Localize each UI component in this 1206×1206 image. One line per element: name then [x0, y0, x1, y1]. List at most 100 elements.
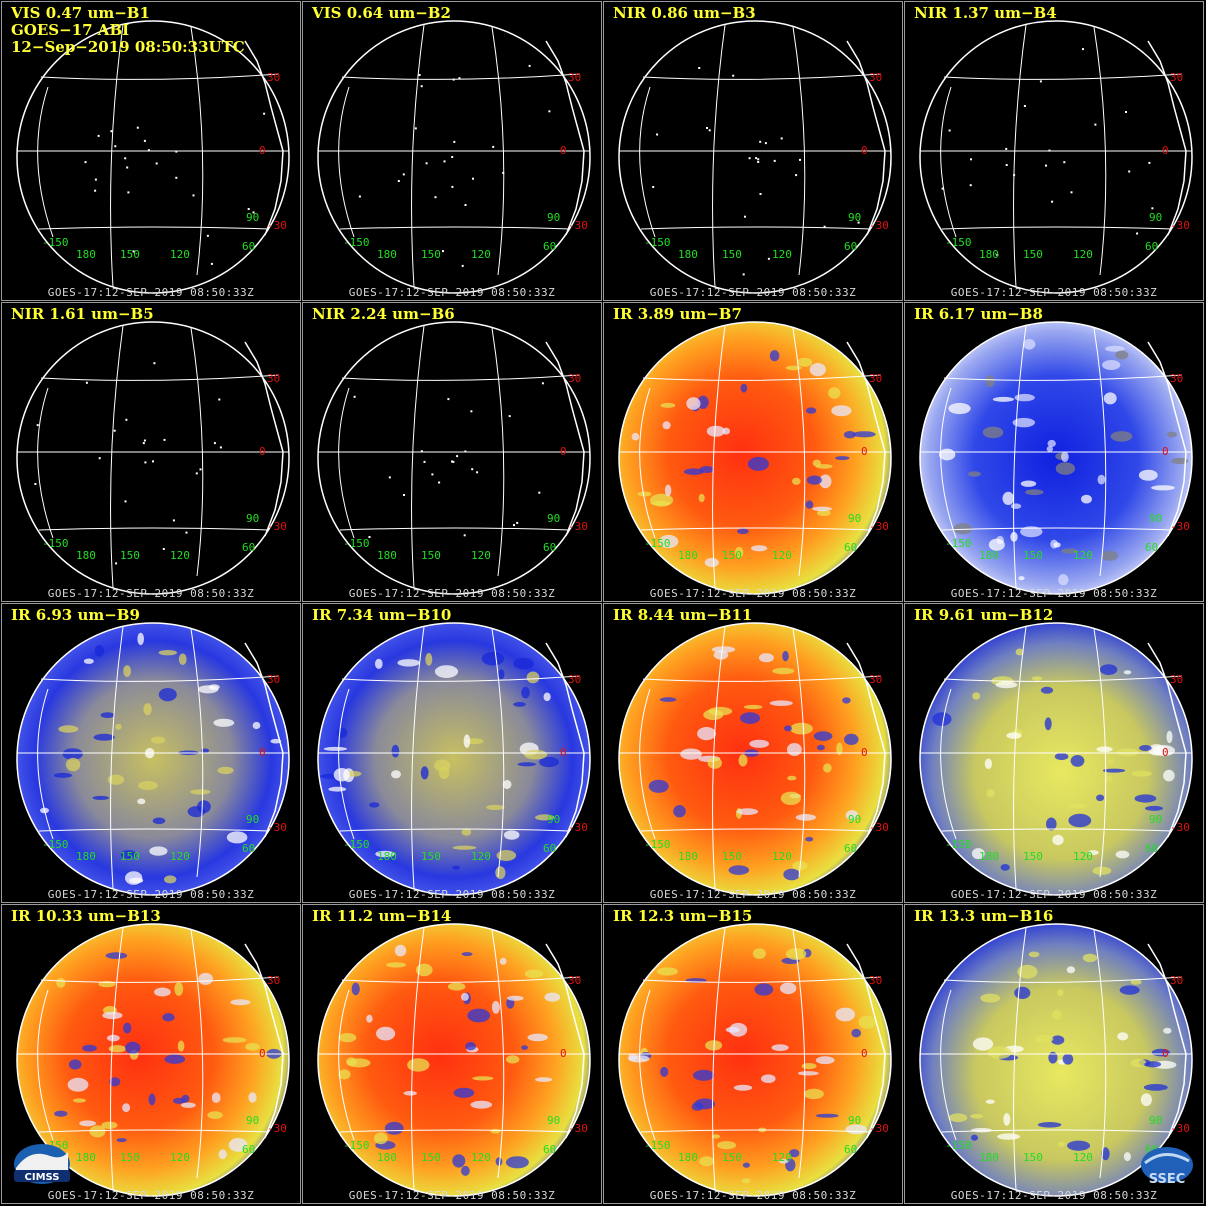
band-panel: 30 0 -30 -150 180 150 120 60 90 IR 6.17 um−B8 GOES… — [904, 302, 1204, 602]
panel-timestamp: GOES-17:12-SEP-2019 08:50:33Z — [950, 587, 1158, 600]
band-title: NIR 0.86 um−B3 — [613, 4, 756, 22]
band-title: IR 6.17 um−B8 — [914, 305, 1043, 323]
latitude-label: 30 — [1170, 71, 1183, 84]
band-title: IR 12.3 um−B15 — [613, 907, 753, 925]
longitude-label: 180 — [377, 549, 397, 562]
latitude-label: 0 — [560, 445, 567, 458]
earth-disk-image: 30 0 -30 -150 180 150 120 60 90 — [919, 321, 1193, 595]
longitude-label: -150 — [945, 537, 972, 550]
band-title: NIR 1.37 um−B4 — [914, 4, 1057, 22]
longitude-label: 150 — [722, 1151, 742, 1164]
latitude-label: 30 — [267, 974, 280, 987]
longitude-label: 150 — [120, 1151, 140, 1164]
longitude-label: 60 — [543, 1143, 556, 1156]
band-panel: 30 0 -30 -150 180 150 120 60 90 IR 6.93 um−B9 GOES… — [1, 603, 301, 903]
band-title: IR 3.89 um−B7 — [613, 305, 742, 323]
longitude-label: 120 — [471, 248, 491, 261]
longitude-label: 90 — [848, 1114, 861, 1127]
earth-disk-image: 30 0 -30 -150 180 150 120 60 90 — [919, 20, 1193, 294]
latitude-label: -30 — [568, 520, 588, 533]
longitude-label: 180 — [678, 850, 698, 863]
longitude-label: 150 — [421, 850, 441, 863]
earth-disk-image: 30 0 -30 -150 180 150 120 60 90 — [919, 622, 1193, 896]
band-title: VIS 0.47 um−B1 — [11, 4, 150, 22]
longitude-label: 90 — [1149, 1114, 1162, 1127]
latitude-label: 0 — [259, 746, 266, 759]
longitude-label: 180 — [678, 1151, 698, 1164]
satellite-instrument-label: GOES−17 ABI — [11, 21, 130, 39]
earth-disk-image: 30 0 -30 -150 180 150 120 60 90 — [317, 321, 591, 595]
latitude-label: -30 — [267, 219, 287, 232]
longitude-label: 150 — [120, 248, 140, 261]
longitude-label: 180 — [377, 248, 397, 261]
longitude-label: 180 — [979, 248, 999, 261]
latitude-label: 0 — [560, 1047, 567, 1060]
band-title: IR 6.93 um−B9 — [11, 606, 140, 624]
longitude-label: -150 — [343, 838, 370, 851]
longitude-label: 90 — [246, 211, 259, 224]
longitude-label: -150 — [644, 1139, 671, 1152]
band-panel: 30 0 -30 -150 180 150 120 60 90 IR 12.3 um−B15 GOE… — [603, 904, 903, 1204]
longitude-label: 180 — [377, 1151, 397, 1164]
longitude-label: 180 — [377, 850, 397, 863]
longitude-label: 150 — [1023, 248, 1043, 261]
latitude-label: 30 — [869, 974, 882, 987]
longitude-label: 90 — [547, 813, 560, 826]
longitude-label: 180 — [979, 1151, 999, 1164]
panel-timestamp: GOES-17:12-SEP-2019 08:50:33Z — [649, 1189, 857, 1202]
band-panel: 30 0 -30 -150 180 150 120 60 90 NIR 1.61 um−B5 GOE… — [1, 302, 301, 602]
band-panel: 30 0 -30 -150 180 150 120 60 90 VIS 0.47 um−B1 GOE… — [1, 1, 301, 301]
longitude-label: 90 — [547, 512, 560, 525]
longitude-label: 60 — [1145, 240, 1158, 253]
latitude-label: 30 — [267, 71, 280, 84]
band-panel: 30 0 -30 -150 180 150 120 60 90 IR 11.2 um−B14 GOE… — [302, 904, 602, 1204]
longitude-label: 120 — [772, 1151, 792, 1164]
longitude-label: 90 — [246, 813, 259, 826]
longitude-label: 60 — [242, 1143, 255, 1156]
longitude-label: 60 — [844, 541, 857, 554]
latitude-label: 30 — [568, 974, 581, 987]
longitude-label: 90 — [246, 512, 259, 525]
latitude-label: -30 — [869, 520, 889, 533]
longitude-label: 120 — [170, 248, 190, 261]
cimss-logo-text: CIMSS — [25, 1172, 60, 1183]
latitude-label: 0 — [560, 746, 567, 759]
longitude-label: -150 — [42, 838, 69, 851]
longitude-label: 150 — [722, 248, 742, 261]
longitude-label: 90 — [1149, 813, 1162, 826]
longitude-label: -150 — [343, 1139, 370, 1152]
longitude-label: -150 — [945, 838, 972, 851]
longitude-label: 180 — [678, 248, 698, 261]
longitude-label: 120 — [772, 549, 792, 562]
latitude-label: -30 — [267, 520, 287, 533]
band-panel: 30 0 -30 -150 180 150 120 60 90 IR 9.61 um−B12 GOE… — [904, 603, 1204, 903]
longitude-label: 90 — [848, 512, 861, 525]
latitude-label: 0 — [259, 144, 266, 157]
longitude-label: 90 — [547, 1114, 560, 1127]
longitude-label: -150 — [644, 236, 671, 249]
latitude-label: 0 — [1162, 1047, 1169, 1060]
latitude-label: 0 — [259, 1047, 266, 1060]
longitude-label: 180 — [76, 549, 96, 562]
longitude-label: 60 — [1145, 842, 1158, 855]
earth-disk-image: 30 0 -30 -150 180 150 120 60 90 — [16, 321, 290, 595]
band-title: IR 7.34 um−B10 — [312, 606, 452, 624]
latitude-label: -30 — [568, 821, 588, 834]
longitude-label: 120 — [1073, 1151, 1093, 1164]
earth-disk-image: 30 0 -30 -150 180 150 120 60 90 — [16, 622, 290, 896]
band-title: NIR 2.24 um−B6 — [312, 305, 455, 323]
earth-disk-image: 30 0 -30 -150 180 150 120 60 90 — [618, 622, 892, 896]
earth-disk-image: 30 0 -30 -150 180 150 120 60 90 — [317, 622, 591, 896]
panel-timestamp: GOES-17:12-SEP-2019 08:50:33Z — [950, 888, 1158, 901]
latitude-label: 30 — [869, 71, 882, 84]
panel-timestamp: GOES-17:12-SEP-2019 08:50:33Z — [649, 286, 857, 299]
band-title: NIR 1.61 um−B5 — [11, 305, 154, 323]
longitude-label: 90 — [246, 1114, 259, 1127]
longitude-label: 180 — [76, 1151, 96, 1164]
panel-timestamp: GOES-17:12-SEP-2019 08:50:33Z — [47, 888, 255, 901]
cimss-logo: CIMSS — [10, 1138, 74, 1186]
band-panel: 30 0 -30 -150 180 150 120 60 90 IR 8.44 um−B11 GOE… — [603, 603, 903, 903]
panel-timestamp: GOES-17:12-SEP-2019 08:50:33Z — [649, 587, 857, 600]
latitude-label: 30 — [1170, 673, 1183, 686]
